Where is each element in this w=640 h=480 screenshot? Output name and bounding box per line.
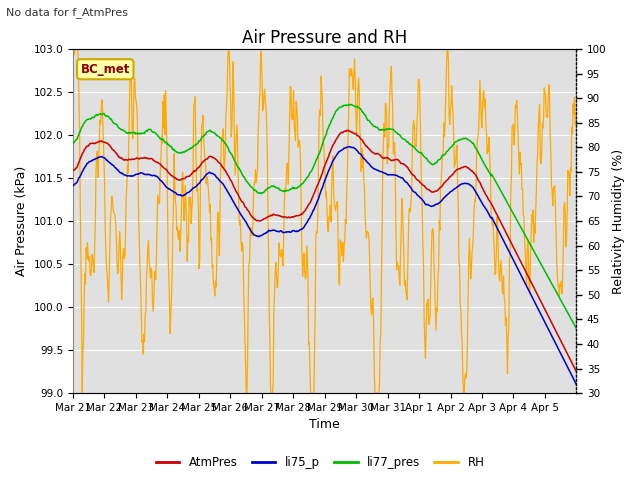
Legend: AtmPres, li75_p, li77_pres, RH: AtmPres, li75_p, li77_pres, RH bbox=[151, 452, 489, 474]
li75_p bbox=[69, 182, 77, 188]
li75_p bbox=[221, 184, 228, 190]
li75_p bbox=[265, 228, 273, 233]
li77_pres bbox=[265, 185, 273, 191]
li77_pres bbox=[346, 101, 354, 107]
li75_p bbox=[128, 173, 136, 179]
AtmPres bbox=[128, 156, 136, 162]
li75_p bbox=[573, 382, 580, 387]
li77_pres bbox=[128, 130, 136, 136]
AtmPres bbox=[265, 214, 273, 219]
AtmPres bbox=[405, 167, 413, 173]
RH bbox=[69, 51, 77, 57]
Y-axis label: Air Pressure (kPa): Air Pressure (kPa) bbox=[15, 166, 28, 276]
li77_pres bbox=[221, 140, 228, 145]
li75_p bbox=[346, 144, 353, 150]
RH bbox=[378, 273, 385, 278]
RH bbox=[78, 390, 86, 396]
li77_pres bbox=[246, 182, 253, 188]
RH bbox=[247, 225, 255, 230]
RH bbox=[406, 207, 413, 213]
AtmPres bbox=[69, 167, 77, 173]
Title: Air Pressure and RH: Air Pressure and RH bbox=[242, 29, 407, 48]
li75_p bbox=[405, 182, 413, 188]
AtmPres bbox=[377, 153, 385, 159]
Text: BC_met: BC_met bbox=[81, 63, 130, 76]
RH bbox=[129, 117, 137, 123]
AtmPres bbox=[221, 167, 228, 172]
AtmPres bbox=[344, 127, 351, 133]
AtmPres bbox=[246, 210, 253, 216]
RH bbox=[573, 122, 580, 128]
RH bbox=[266, 339, 274, 345]
Line: RH: RH bbox=[73, 49, 577, 393]
Line: AtmPres: AtmPres bbox=[73, 130, 577, 372]
li77_pres bbox=[405, 141, 413, 146]
X-axis label: Time: Time bbox=[309, 419, 340, 432]
li75_p bbox=[377, 168, 385, 174]
li77_pres bbox=[573, 326, 580, 332]
li75_p bbox=[246, 226, 253, 231]
Line: li77_pres: li77_pres bbox=[73, 104, 577, 329]
RH bbox=[222, 112, 230, 118]
Y-axis label: Relativity Humidity (%): Relativity Humidity (%) bbox=[612, 148, 625, 294]
RH bbox=[71, 46, 79, 52]
li77_pres bbox=[69, 140, 77, 145]
AtmPres bbox=[573, 369, 580, 374]
li77_pres bbox=[377, 127, 385, 133]
Text: No data for f_AtmPres: No data for f_AtmPres bbox=[6, 7, 129, 18]
Line: li75_p: li75_p bbox=[73, 147, 577, 384]
